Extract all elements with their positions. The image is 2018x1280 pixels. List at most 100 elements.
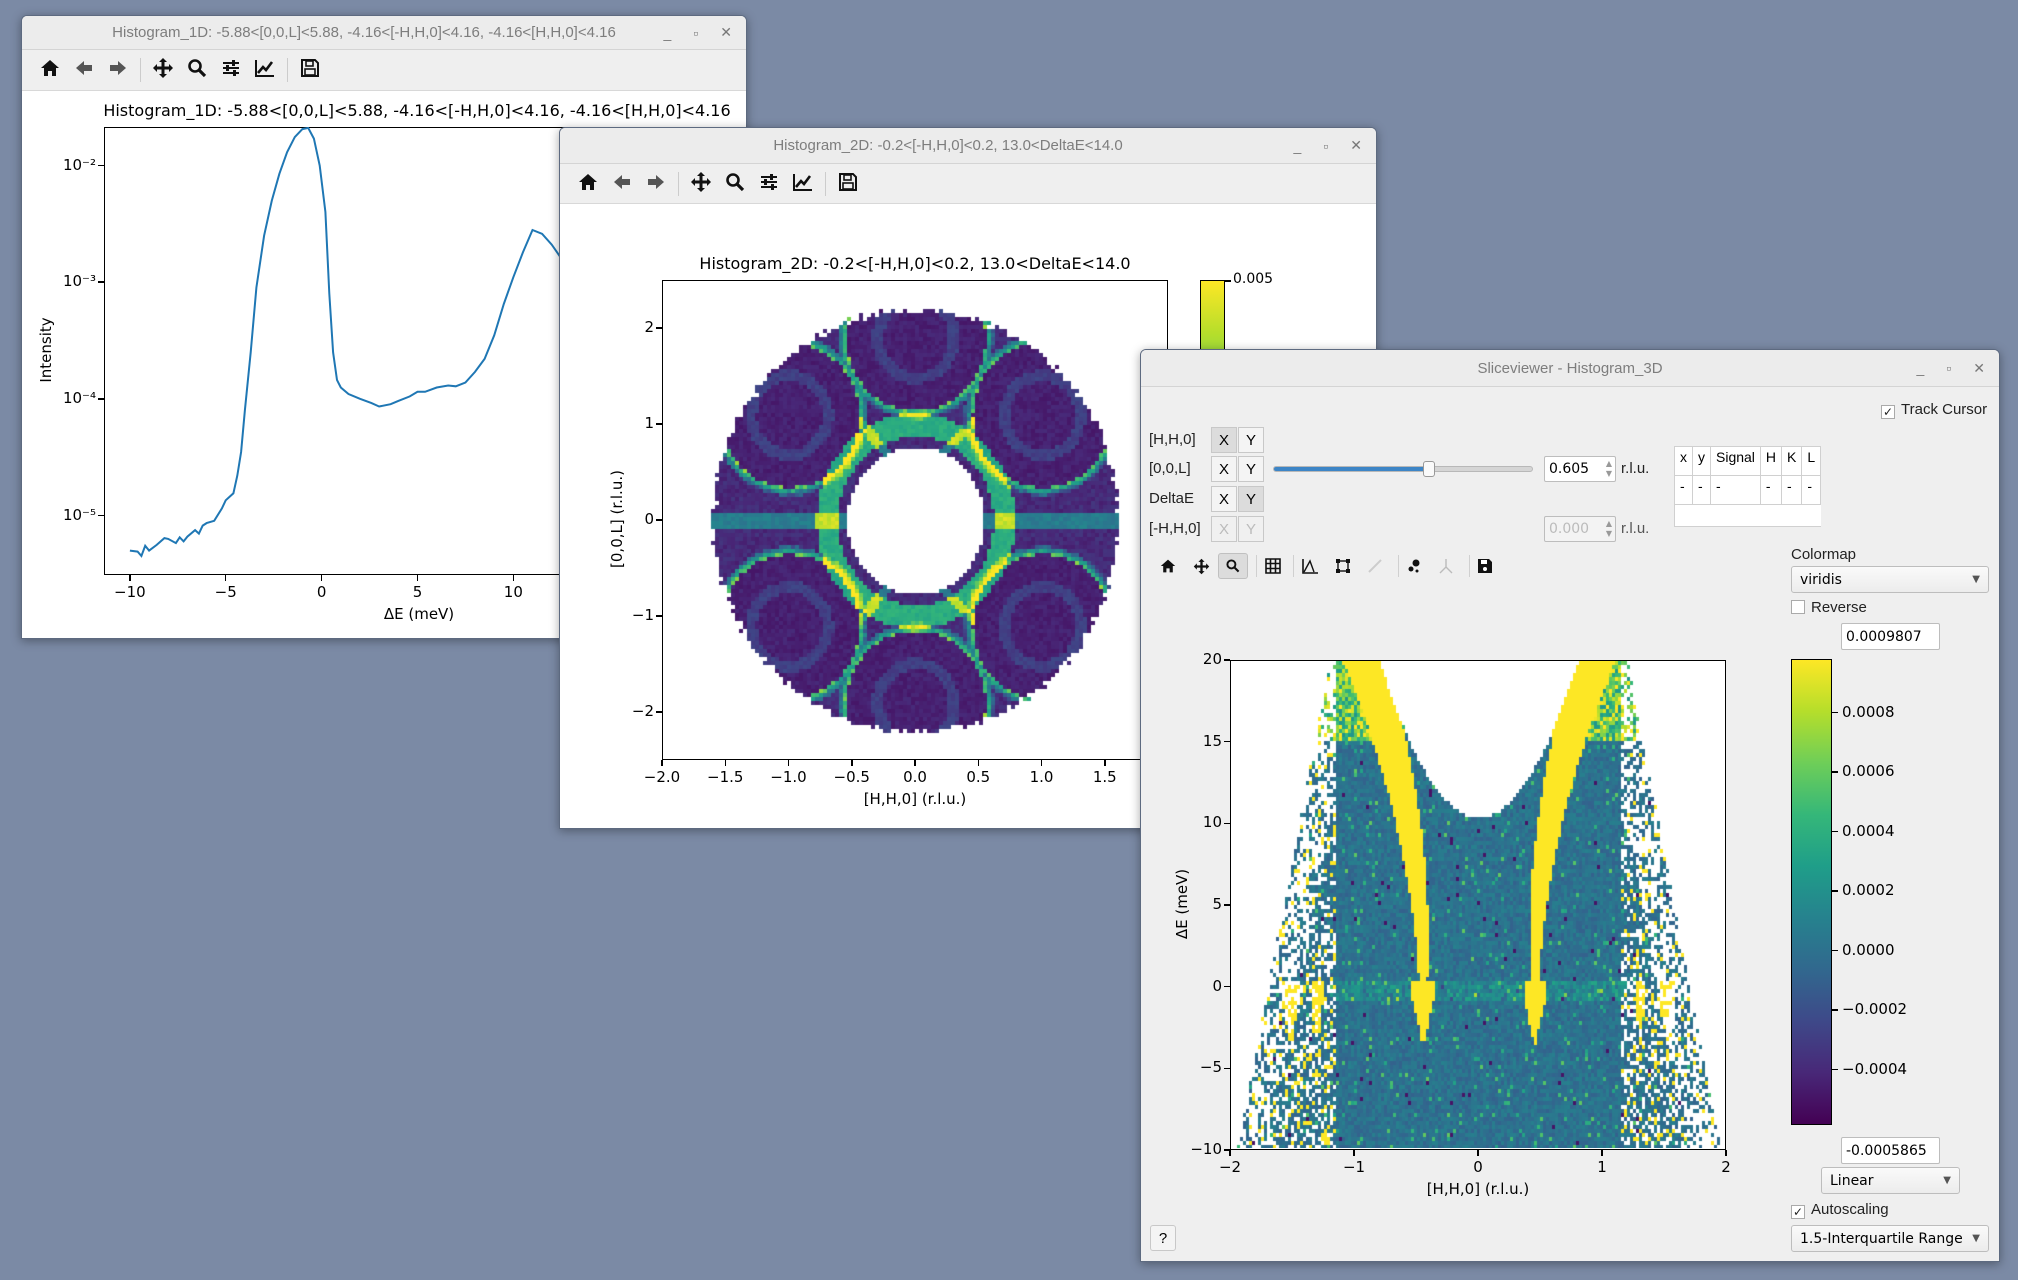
dimension-y-button[interactable]: Y xyxy=(1238,456,1264,482)
help-label: ? xyxy=(1158,1229,1168,1247)
maximize-icon[interactable]: ▫ xyxy=(693,24,699,41)
title-bar[interactable]: Sliceviewer - Histogram_3D _ ▫ ✕ xyxy=(1141,350,1999,387)
zoom-button[interactable] xyxy=(183,56,211,84)
zoom-button[interactable] xyxy=(1218,553,1248,579)
spinbox-arrows-icon[interactable]: ▲ ▼ xyxy=(1605,459,1612,478)
colorbar-min-input[interactable]: -0.0005865 xyxy=(1841,1137,1940,1164)
reverse-checkbox[interactable]: Reverse xyxy=(1791,599,1867,616)
plot-axes[interactable] xyxy=(1230,660,1726,1150)
y-tick-label: 10⁻⁴ xyxy=(62,388,96,407)
dimension-x-button[interactable]: X xyxy=(1211,456,1237,482)
zoom-button[interactable] xyxy=(721,170,749,198)
home-button[interactable] xyxy=(1153,553,1183,579)
back-button[interactable] xyxy=(70,56,98,84)
toolbar-separator xyxy=(140,58,141,82)
y-tick xyxy=(656,327,662,329)
plot-title: Histogram_2D: -0.2<[-H,H,0]<0.2, 13.0<De… xyxy=(699,254,1131,273)
plot-axes[interactable] xyxy=(662,280,1168,760)
ring-heatmap xyxy=(663,281,1166,758)
spinbox-arrows-icon[interactable]: ▲ ▼ xyxy=(1605,519,1612,538)
slice-value-spinbox[interactable]: 0.605 ▲ ▼ xyxy=(1544,456,1616,482)
subplots-button[interactable] xyxy=(217,56,245,84)
save-button[interactable] xyxy=(834,170,862,198)
minimize-icon[interactable]: _ xyxy=(1916,360,1925,376)
help-button[interactable]: ? xyxy=(1150,1225,1176,1251)
x-tick xyxy=(787,760,790,766)
pan-button[interactable] xyxy=(1186,553,1216,579)
cut-line-button[interactable] xyxy=(1360,553,1390,579)
dimension-y-button[interactable]: Y xyxy=(1238,516,1264,542)
y-tick-label: 10⁻⁵ xyxy=(62,505,96,524)
x-tick-label: 5 xyxy=(412,583,423,601)
customize-button[interactable] xyxy=(251,56,279,84)
home-button[interactable] xyxy=(36,56,64,84)
subplots-icon xyxy=(759,172,779,196)
pan-icon xyxy=(1193,558,1210,575)
close-icon[interactable]: ✕ xyxy=(1973,359,1985,376)
minimize-icon[interactable]: _ xyxy=(1293,137,1302,154)
plot-toolbar xyxy=(22,50,746,91)
y-tick xyxy=(1224,1149,1230,1151)
y-tick-label: 10 xyxy=(1202,813,1222,832)
plot-axes[interactable] xyxy=(104,126,730,575)
title-bar[interactable]: Histogram_2D: -0.2<[-H,H,0]<0.2, 13.0<De… xyxy=(560,128,1376,164)
save-button[interactable] xyxy=(1470,553,1500,579)
colorbar-tick xyxy=(1832,830,1838,833)
slice-slider[interactable] xyxy=(1273,461,1533,477)
autoscaling-checkbox[interactable]: ✓ Autoscaling xyxy=(1791,1201,1889,1219)
maximize-icon[interactable]: ▫ xyxy=(1323,137,1329,154)
forward-button[interactable] xyxy=(104,56,132,84)
cmax-value: 0.0009807 xyxy=(1846,628,1922,645)
back-button[interactable] xyxy=(608,170,636,198)
x-axis-label: ΔE (meV) xyxy=(383,605,455,623)
line-plots-button[interactable] xyxy=(1295,553,1325,579)
dropdown-arrow-icon: ▼ xyxy=(1943,1175,1951,1186)
dimension-x-button[interactable]: X xyxy=(1211,516,1237,542)
pan-button[interactable] xyxy=(149,56,177,84)
toolbar-separator xyxy=(1469,555,1470,577)
minimize-icon[interactable]: _ xyxy=(663,24,672,41)
forward-button[interactable] xyxy=(642,170,670,198)
home-icon xyxy=(578,172,598,196)
maximize-icon[interactable]: ▫ xyxy=(1946,360,1952,376)
colorbar-tick xyxy=(1832,1068,1838,1071)
x-axis-label: [H,H,0] (r.l.u.) xyxy=(863,790,967,808)
window-title: Histogram_1D: -5.88<[0,0,L]<5.88, -4.16<… xyxy=(112,24,616,41)
nonorthogonal-axes-button[interactable] xyxy=(1431,553,1461,579)
dimension-x-button[interactable]: X xyxy=(1211,486,1237,512)
x-tick-label: −2.0 xyxy=(643,768,681,786)
norm-select[interactable]: Linear ▼ xyxy=(1821,1167,1960,1194)
title-bar[interactable]: Histogram_1D: -5.88<[0,0,L]<5.88, -4.16<… xyxy=(22,16,746,50)
sliceviewer-window: Sliceviewer - Histogram_3D _ ▫ ✕ ✓ Track Cu… xyxy=(1140,349,2000,1262)
save-button[interactable] xyxy=(296,56,324,84)
y-tick xyxy=(656,615,662,617)
toolbar-separator xyxy=(1293,555,1294,577)
slice-heatmap xyxy=(1231,661,1724,1148)
close-icon[interactable]: ✕ xyxy=(720,24,732,40)
dimension-x-button[interactable]: X xyxy=(1211,427,1237,453)
dropdown-arrow-icon: ▼ xyxy=(1972,1233,1980,1244)
subplots-button[interactable] xyxy=(755,170,783,198)
colorbar-max-input[interactable]: 0.0009807 xyxy=(1841,623,1940,650)
slider-handle[interactable] xyxy=(1422,461,1435,477)
x-tick xyxy=(661,760,663,766)
y-tick xyxy=(656,423,662,425)
autoscale-mode-select[interactable]: 1.5-Interquartile Range ▼ xyxy=(1791,1225,1989,1252)
home-button[interactable] xyxy=(574,170,602,198)
y-tick xyxy=(1224,985,1230,988)
close-icon[interactable]: ✕ xyxy=(1350,137,1362,153)
plot-title: Histogram_1D: -5.88<[0,0,L]<5.88, -4.16<… xyxy=(103,101,731,120)
colormap-select[interactable]: viridis ▼ xyxy=(1791,566,1989,593)
track-cursor-checkbox[interactable]: ✓ Track Cursor xyxy=(1881,401,1988,419)
dimension-y-button[interactable]: Y xyxy=(1238,486,1264,512)
slice-value-spinbox: 0.000 ▲ ▼ xyxy=(1544,516,1616,542)
peaks-button[interactable] xyxy=(1399,553,1429,579)
table-cell: - xyxy=(1674,475,1693,505)
pan-icon xyxy=(152,57,174,83)
customize-button[interactable] xyxy=(789,170,817,198)
table-cell: - xyxy=(1692,475,1711,505)
pan-button[interactable] xyxy=(687,170,715,198)
dimension-y-button[interactable]: Y xyxy=(1238,427,1264,453)
region-selection-button[interactable] xyxy=(1328,553,1358,579)
grid-button[interactable] xyxy=(1258,553,1288,579)
